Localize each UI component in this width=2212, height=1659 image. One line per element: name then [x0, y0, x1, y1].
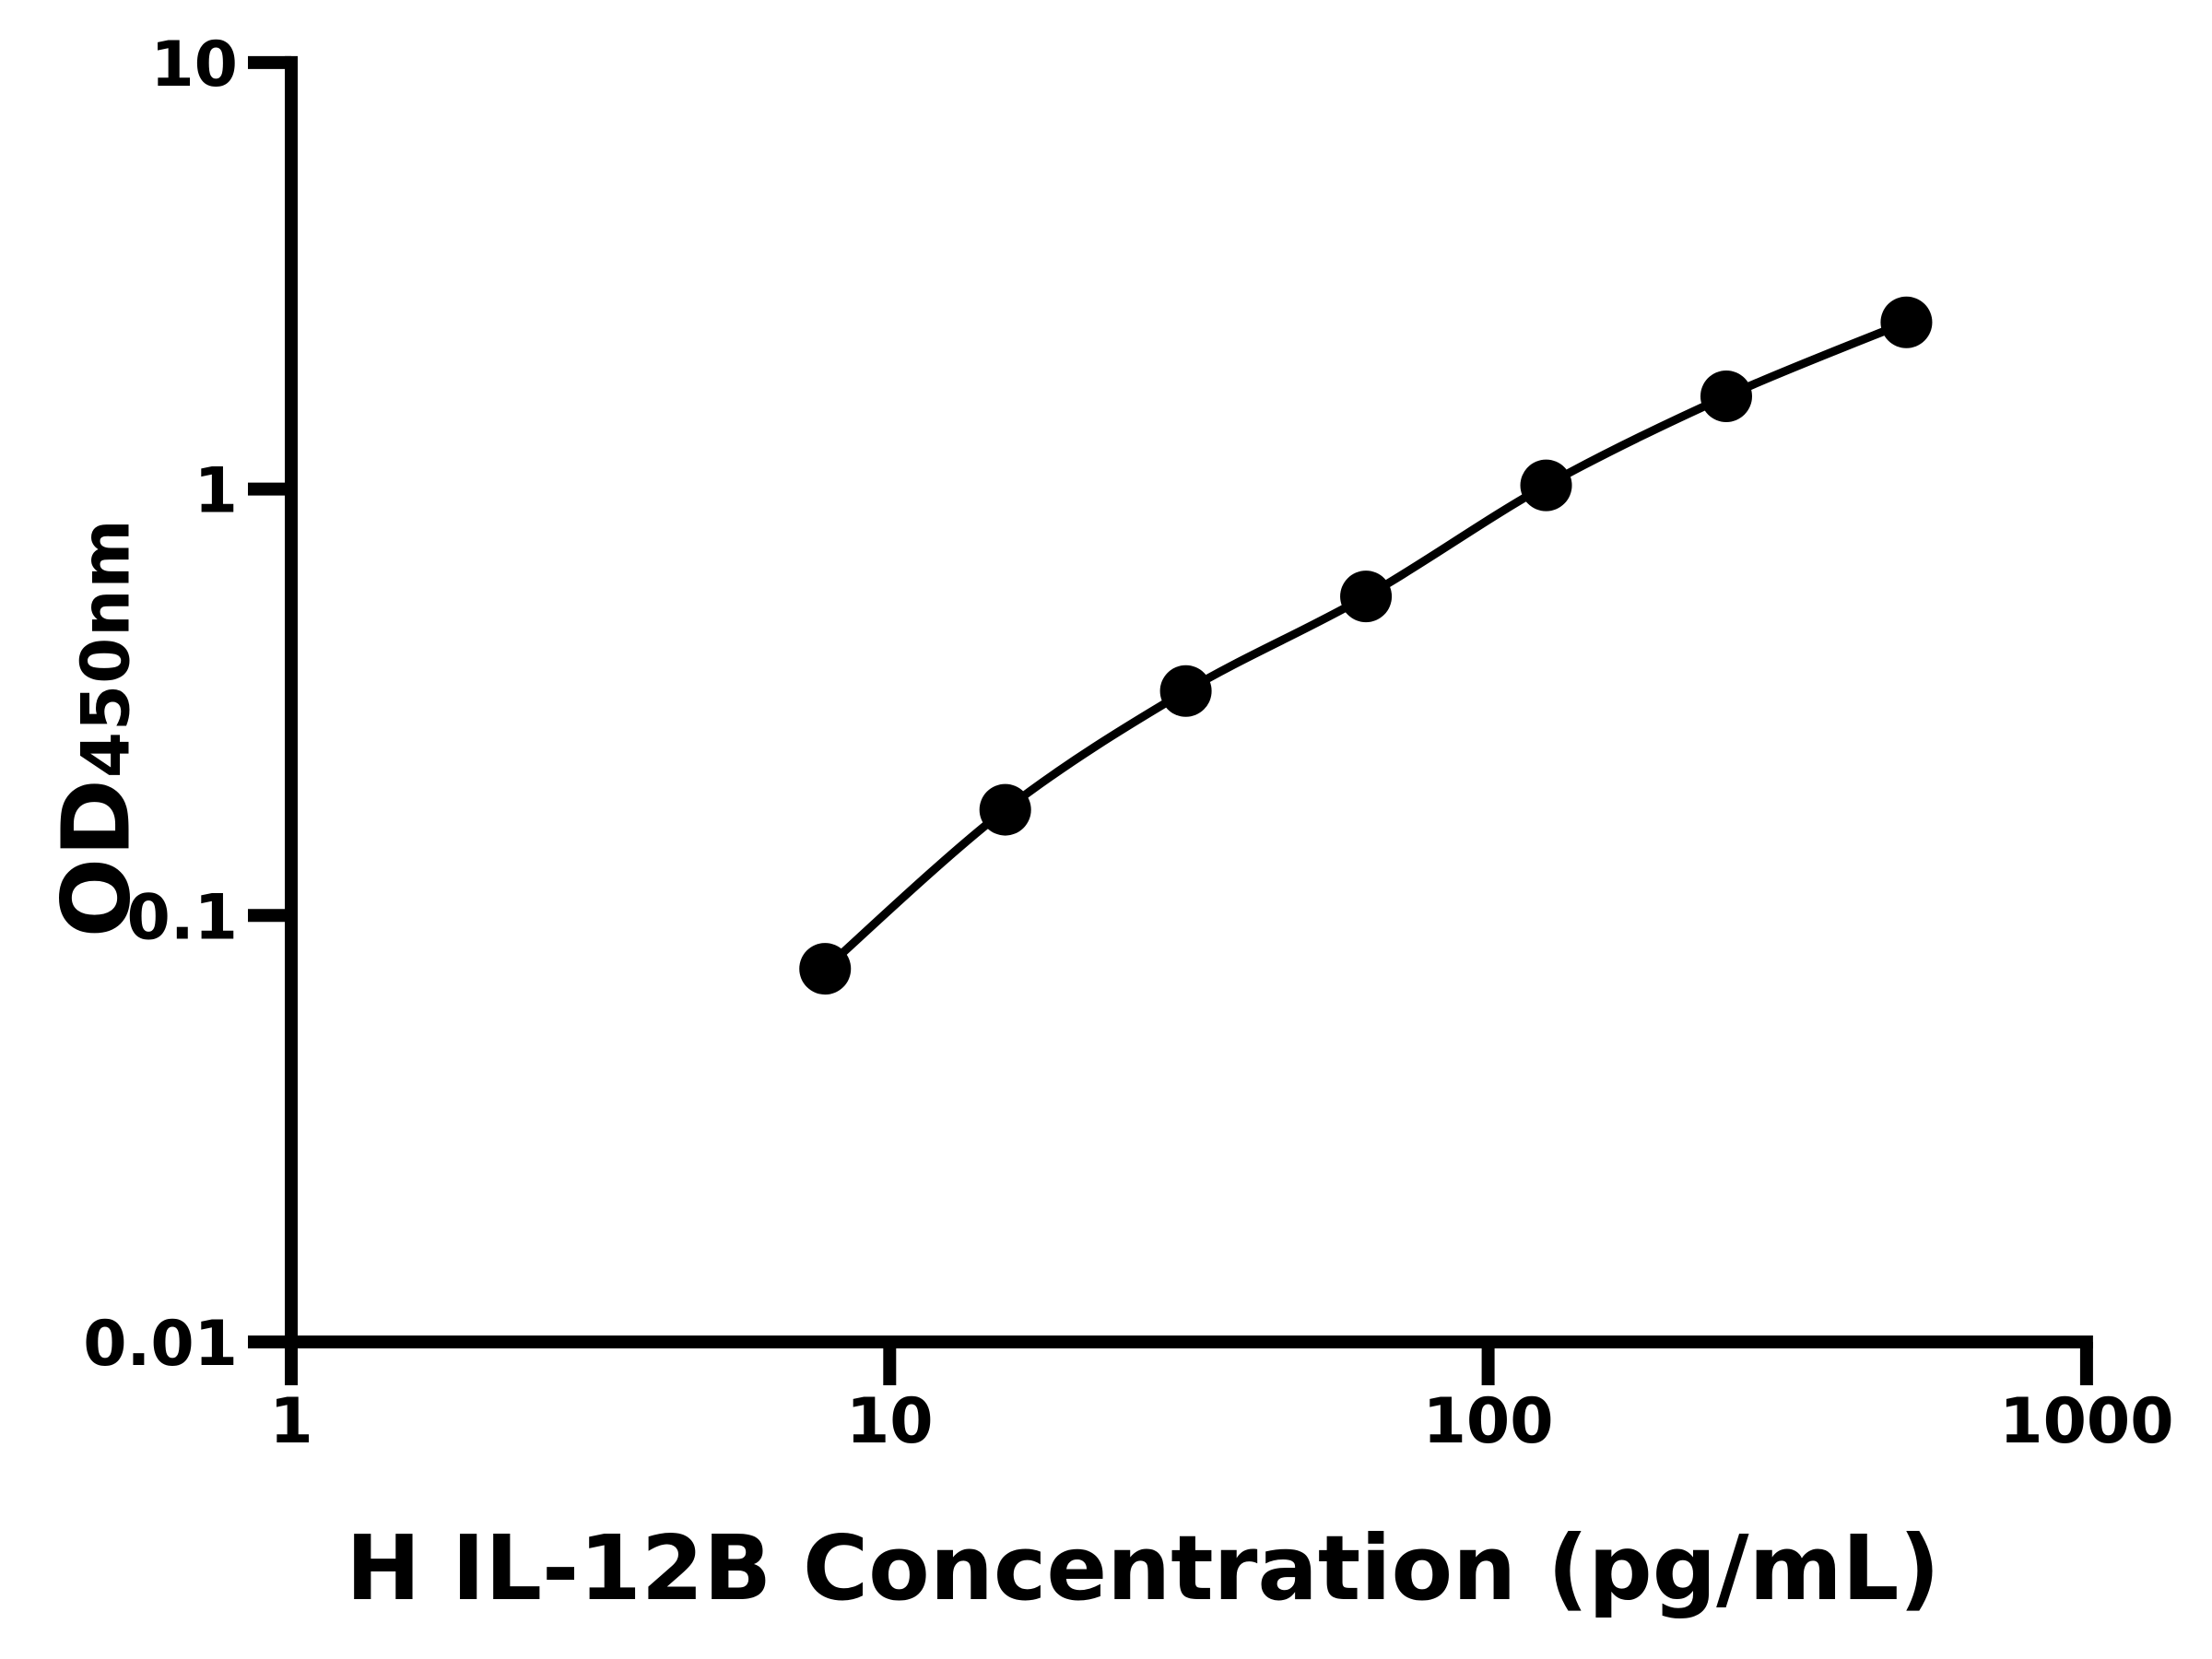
y-tick-label: 0.01 — [83, 1308, 238, 1381]
data-point — [979, 783, 1031, 836]
data-point — [1700, 370, 1752, 422]
x-axis-label: H IL-12B Concentration (pg/mL) — [346, 1516, 1940, 1620]
y-axis-label-subscript: 450nm — [66, 518, 145, 779]
y-tick-label: 10 — [150, 29, 238, 101]
data-point — [1880, 296, 1933, 348]
data-point — [1159, 665, 1212, 717]
y-tick-label: 1 — [194, 455, 238, 528]
y-axis-label-main: OD — [41, 778, 152, 938]
series-curve — [822, 318, 1909, 972]
x-tick-label: 1000 — [1999, 1385, 2173, 1458]
x-tick-label: 100 — [1423, 1385, 1554, 1458]
y-tick-label: 0.1 — [127, 881, 238, 954]
data-point — [799, 943, 852, 995]
data-point — [1340, 571, 1393, 623]
y-axis-label: OD 450nm — [42, 519, 152, 938]
x-tick-label: 10 — [846, 1385, 934, 1458]
data-point — [1520, 459, 1572, 512]
x-tick-label: 1 — [269, 1385, 312, 1458]
